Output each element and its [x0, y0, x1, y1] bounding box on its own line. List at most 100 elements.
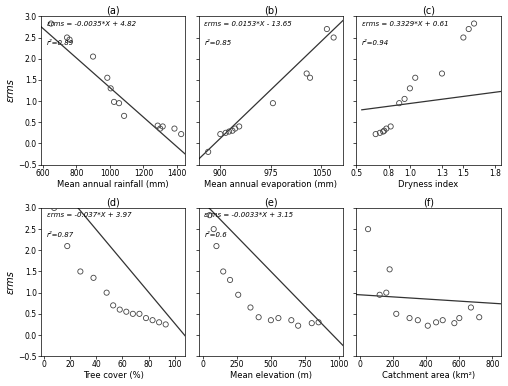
- Point: [226, 277, 234, 283]
- X-axis label: Tree cover (%): Tree cover (%): [83, 371, 144, 381]
- Point: [382, 290, 390, 296]
- Text: r²=0.94: r²=0.94: [362, 40, 390, 46]
- Point: [269, 100, 277, 106]
- Point: [234, 292, 242, 298]
- Point: [314, 319, 323, 325]
- Point: [414, 317, 422, 323]
- Point: [158, 124, 167, 130]
- Point: [63, 34, 71, 41]
- Text: εrms = 0.3329*X + 0.61: εrms = 0.3329*X + 0.61: [362, 21, 449, 27]
- Title: (f): (f): [423, 197, 434, 207]
- Point: [405, 315, 414, 321]
- Point: [219, 268, 227, 274]
- Point: [467, 305, 475, 311]
- Point: [170, 125, 178, 132]
- Point: [330, 34, 338, 41]
- Point: [411, 74, 419, 81]
- Point: [450, 320, 458, 326]
- X-axis label: Catchment area (km²): Catchment area (km²): [382, 371, 475, 381]
- Text: r²=0.87: r²=0.87: [47, 232, 74, 238]
- Point: [47, 20, 55, 27]
- Text: εrms = -0.037*X + 3.97: εrms = -0.037*X + 3.97: [47, 212, 132, 218]
- Point: [120, 113, 128, 119]
- Point: [380, 128, 388, 134]
- Point: [400, 96, 408, 102]
- Point: [424, 323, 432, 329]
- Point: [204, 149, 212, 155]
- Point: [308, 320, 316, 326]
- Point: [212, 243, 220, 249]
- Title: (b): (b): [264, 5, 278, 15]
- Point: [287, 317, 295, 323]
- Point: [50, 205, 58, 211]
- X-axis label: Mean annual evaporation (mm): Mean annual evaporation (mm): [204, 180, 337, 189]
- Point: [89, 54, 97, 60]
- Point: [115, 100, 123, 106]
- Point: [438, 317, 447, 323]
- Point: [376, 130, 384, 136]
- Point: [231, 125, 239, 132]
- Point: [135, 311, 143, 317]
- Point: [383, 125, 391, 132]
- Point: [122, 309, 131, 315]
- Point: [153, 122, 162, 129]
- Point: [246, 305, 255, 311]
- Point: [142, 315, 150, 321]
- Y-axis label: εrms: εrms: [6, 270, 16, 294]
- Point: [364, 226, 372, 232]
- Point: [375, 292, 384, 298]
- Point: [395, 100, 403, 106]
- Point: [206, 212, 214, 218]
- Point: [110, 99, 118, 105]
- Point: [210, 226, 218, 232]
- Point: [438, 70, 446, 76]
- Point: [107, 85, 115, 91]
- Point: [235, 124, 243, 130]
- Point: [76, 268, 84, 274]
- Title: (d): (d): [106, 197, 120, 207]
- Point: [66, 37, 74, 43]
- Title: (a): (a): [106, 5, 120, 15]
- Point: [63, 243, 71, 249]
- Point: [455, 315, 463, 321]
- Title: (c): (c): [422, 5, 435, 15]
- Point: [294, 323, 302, 329]
- Point: [255, 314, 263, 320]
- Point: [306, 74, 314, 81]
- Point: [103, 290, 111, 296]
- X-axis label: Mean annual rainfall (mm): Mean annual rainfall (mm): [57, 180, 169, 189]
- Point: [459, 34, 467, 41]
- Point: [229, 128, 237, 134]
- Point: [155, 319, 163, 325]
- Point: [372, 131, 380, 137]
- Point: [470, 20, 478, 27]
- Point: [156, 125, 164, 132]
- Point: [162, 321, 170, 327]
- X-axis label: Mean elevation (m): Mean elevation (m): [230, 371, 312, 381]
- Text: r²=0.85: r²=0.85: [205, 40, 232, 46]
- Point: [386, 266, 394, 273]
- Text: r²=0.89: r²=0.89: [47, 40, 74, 46]
- Point: [177, 131, 185, 137]
- Point: [148, 317, 156, 323]
- Point: [323, 26, 331, 32]
- Text: εrms = -0.0033*X + 3.15: εrms = -0.0033*X + 3.15: [205, 212, 294, 218]
- Title: (e): (e): [264, 197, 278, 207]
- Point: [432, 319, 440, 325]
- Point: [387, 124, 395, 130]
- X-axis label: Dryness index: Dryness index: [398, 180, 459, 189]
- Point: [221, 130, 230, 136]
- Point: [103, 74, 111, 81]
- Point: [303, 70, 311, 76]
- Point: [267, 317, 275, 323]
- Point: [129, 311, 137, 317]
- Point: [392, 311, 400, 317]
- Point: [216, 131, 225, 137]
- Text: εrms = 0.0153*X - 13.65: εrms = 0.0153*X - 13.65: [205, 21, 292, 27]
- Point: [465, 26, 473, 32]
- Point: [116, 306, 124, 313]
- Point: [274, 315, 282, 321]
- Text: r²=0.6: r²=0.6: [205, 232, 227, 238]
- Text: εrms = -0.0035*X + 4.82: εrms = -0.0035*X + 4.82: [47, 21, 136, 27]
- Point: [89, 275, 98, 281]
